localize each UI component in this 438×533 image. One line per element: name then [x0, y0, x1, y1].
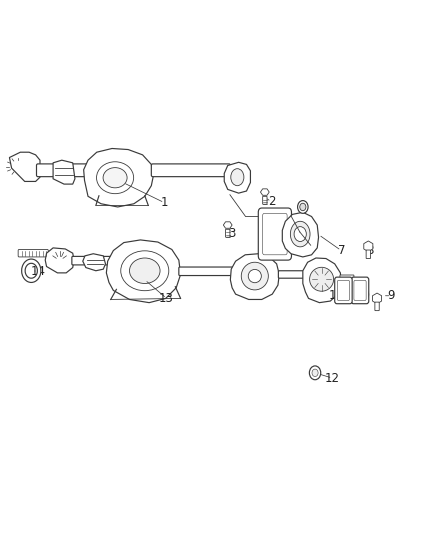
Ellipse shape [248, 269, 261, 282]
FancyBboxPatch shape [72, 256, 113, 265]
Polygon shape [53, 160, 75, 184]
Text: 9: 9 [388, 289, 395, 302]
Polygon shape [372, 293, 381, 304]
Circle shape [294, 227, 306, 241]
Polygon shape [283, 212, 318, 257]
Ellipse shape [96, 162, 134, 193]
Polygon shape [45, 248, 74, 273]
Polygon shape [230, 254, 279, 300]
Ellipse shape [121, 251, 169, 290]
FancyBboxPatch shape [258, 208, 291, 260]
Polygon shape [84, 149, 153, 207]
FancyBboxPatch shape [340, 275, 354, 280]
Circle shape [297, 200, 308, 213]
Ellipse shape [231, 168, 244, 185]
FancyBboxPatch shape [36, 164, 89, 176]
Polygon shape [106, 240, 180, 303]
FancyBboxPatch shape [18, 249, 48, 257]
FancyBboxPatch shape [337, 280, 350, 301]
Text: 3: 3 [228, 227, 236, 239]
Circle shape [309, 366, 321, 379]
FancyBboxPatch shape [375, 302, 379, 311]
Text: 4: 4 [268, 244, 275, 257]
FancyBboxPatch shape [335, 277, 352, 304]
Text: 11: 11 [328, 289, 343, 302]
Text: 13: 13 [159, 292, 174, 305]
FancyBboxPatch shape [263, 213, 287, 255]
Text: 7: 7 [338, 244, 345, 257]
Polygon shape [83, 254, 106, 271]
Text: 12: 12 [325, 372, 340, 385]
Polygon shape [223, 222, 232, 228]
Circle shape [312, 369, 318, 376]
Text: 2: 2 [268, 195, 275, 208]
Text: 14: 14 [30, 265, 45, 278]
Circle shape [300, 203, 306, 211]
Polygon shape [364, 241, 373, 252]
FancyBboxPatch shape [366, 250, 371, 259]
Ellipse shape [310, 267, 334, 291]
FancyBboxPatch shape [279, 271, 311, 278]
FancyBboxPatch shape [263, 196, 267, 204]
FancyBboxPatch shape [351, 277, 369, 304]
Text: 1: 1 [161, 196, 168, 209]
Text: 10: 10 [356, 289, 371, 302]
FancyBboxPatch shape [179, 267, 237, 276]
Polygon shape [224, 163, 251, 193]
Ellipse shape [103, 167, 127, 188]
FancyBboxPatch shape [354, 280, 366, 301]
Polygon shape [261, 189, 269, 195]
FancyBboxPatch shape [226, 229, 230, 237]
Ellipse shape [241, 262, 268, 290]
Ellipse shape [290, 221, 310, 247]
Text: 8: 8 [366, 244, 373, 257]
Ellipse shape [130, 258, 160, 284]
Polygon shape [10, 152, 40, 181]
Text: 5: 5 [309, 241, 317, 254]
FancyBboxPatch shape [151, 164, 230, 176]
Polygon shape [303, 258, 341, 303]
